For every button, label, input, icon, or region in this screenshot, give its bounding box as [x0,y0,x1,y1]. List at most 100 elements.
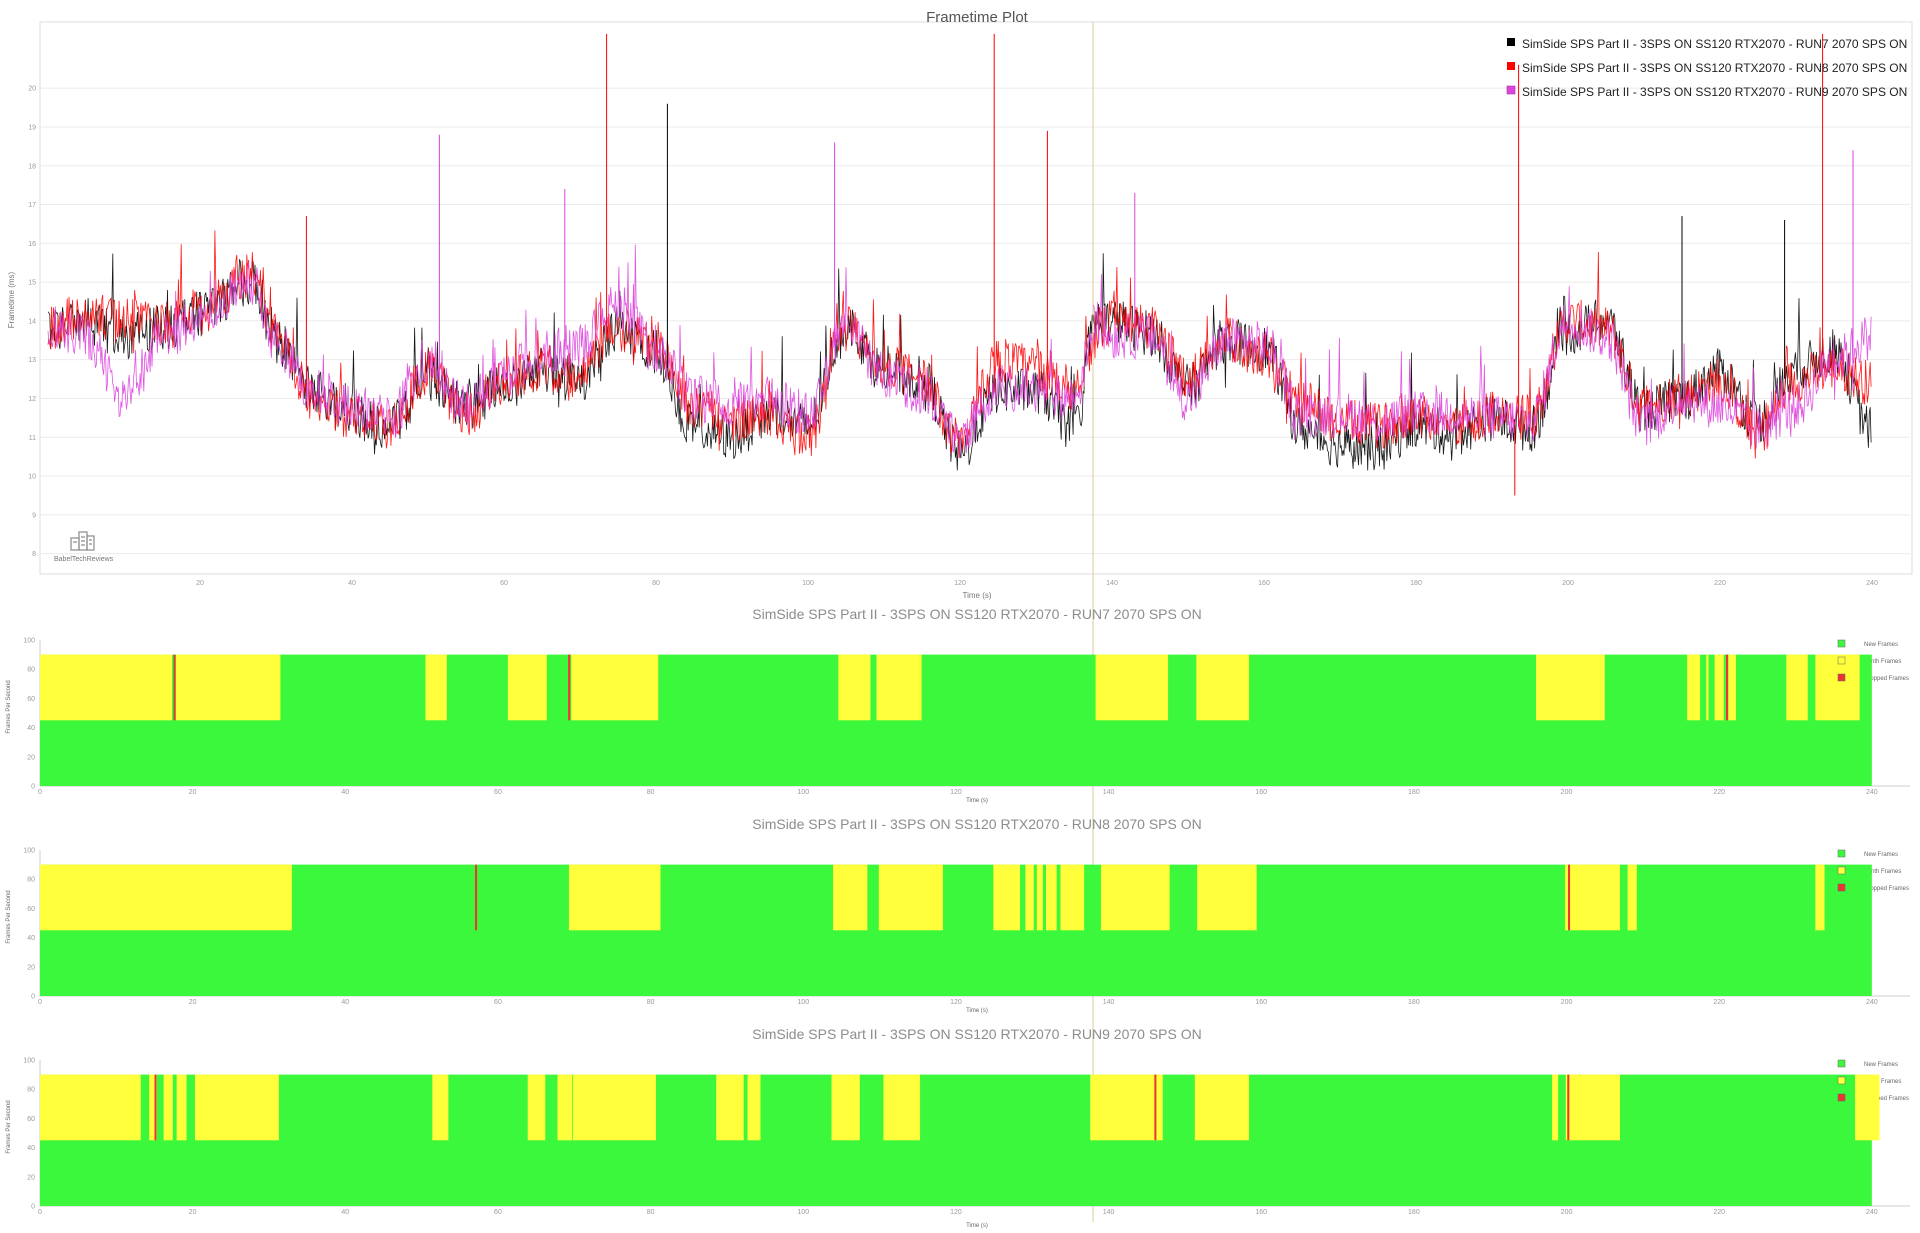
fps-synth-frames-block [716,1074,744,1141]
frametime-plot: 8 9 10 11 12 13 14 15 16 17 18 19 20 20 40 60 80 100 120 1… [7,9,1913,1222]
fps-y-tick-label: 60 [27,696,35,703]
fps-synth-frames-block [571,654,659,721]
frametime-y-tick-label: 16 [28,241,36,248]
legend-run7-swatch [1507,38,1515,46]
fps-synth-frames-block [1855,1074,1880,1141]
fps-x-tick-label: 220 [1713,999,1725,1006]
fps-synth-frames-block [838,654,871,721]
fps-x-tick-label: 160 [1255,1209,1267,1216]
fps-y-tick-label: 0 [31,1204,35,1211]
fps-x-tick-label: 60 [494,789,502,796]
frametime-y-tick-label: 10 [28,474,36,481]
fps-dropped-frame-mark [568,654,571,721]
fps-run9-title: SimSide SPS Part II - 3SPS ON SS120 RTX2… [752,1026,1202,1042]
fps-synth-frames-block [1100,864,1170,931]
frametime-y-tick-label: 19 [28,124,36,131]
fps-x-tick-label: 20 [189,999,197,1006]
fps-synth-frames-block [1095,654,1169,721]
fps-y-tick-label: 40 [27,935,35,942]
frametime-plot-area [39,21,1913,575]
frametime-y-tick-label: 14 [28,318,36,325]
frametime-y-tick-label: 20 [28,86,36,93]
fps-synth-frames-block [1090,1074,1163,1141]
fps-synth-frames-block [1025,864,1034,931]
fps-synth-frames-block [993,864,1021,931]
frametime-y-tick-label: 15 [28,280,36,287]
fps-dropped-frame-mark [475,864,478,931]
fps-x-tick-label: 80 [647,789,655,796]
frametime-y-tick-label: 13 [28,357,36,364]
frametime-y-ticks: 8 9 10 11 12 13 14 15 16 17 18 19 20 [28,86,36,558]
fps-y-tick-label: 20 [27,1174,35,1181]
fps-synth-frames-block [1565,1074,1620,1141]
legend-run8-label: SimSide SPS Part II - 3SPS ON SS120 RTX2… [1522,61,1907,75]
logo-label: BabelTechReviews [54,556,114,563]
fps-y-tick-label: 40 [27,1145,35,1152]
legend-run8-swatch [1507,62,1515,70]
fps-run9-legend-new: New Frames [1864,1062,1898,1068]
fps-legend-dropped-swatch [1837,673,1846,682]
fps-dropped-frame-mark [1726,654,1729,721]
fps-x-tick-label: 20 [189,789,197,796]
fps-synth-frames-block [425,654,447,721]
frametime-x-tick-label: 60 [500,580,508,587]
frametime-plot-title: Frametime Plot [926,9,1029,26]
fps-x-tick-label: 240 [1866,789,1878,796]
fps-legend-new-swatch [1837,1059,1846,1068]
frametime-x-tick-label: 100 [802,580,814,587]
legend-run9-swatch [1506,85,1516,95]
fps-run8-legend-dropped: Dropped Frames [1864,886,1909,892]
fps-synth-frames-block [831,1074,860,1141]
legend-run7-label: SimSide SPS Part II - 3SPS ON SS120 RTX2… [1522,37,1907,51]
fps-x-tick-label: 0 [38,999,42,1006]
fps-synth-frames-block [527,1074,546,1141]
frametime-x-ticks: 20 40 60 80 100 120 140 160 180 200 220 240 [196,580,1878,587]
fps-run9-y-axis-label: Frames Per Second [6,1100,12,1153]
frametime-y-tick-label: 12 [28,396,36,403]
fps-legend-synth-swatch [1837,1076,1846,1085]
fps-synth-frames-block [833,864,868,931]
fps-synth-frames-block [1565,864,1620,931]
fps-x-tick-label: 200 [1561,789,1573,796]
fps-x-tick-label: 40 [341,789,349,796]
fps-x-tick-label: 80 [647,999,655,1006]
fps-synth-frames-block [1536,654,1605,721]
fps-legend-synth-swatch [1837,656,1846,665]
fps-run9-legend-dropped: Dropped Frames [1864,1096,1909,1102]
fps-y-tick-label: 100 [23,638,35,645]
fps-synth-frames-block [176,1074,187,1141]
fps-x-tick-label: 0 [38,789,42,796]
fps-run8-title: SimSide SPS Part II - 3SPS ON SS120 RTX2… [752,816,1202,832]
fps-synth-frames-block [507,654,547,721]
fps-run7-y-axis-label: Frames Per Second [6,680,12,733]
fps-legend-new-swatch [1837,849,1846,858]
frametime-x-axis-label: Time (s) [962,591,991,600]
fps-dropped-frame-mark [1568,864,1571,931]
fps-y-tick-label: 60 [27,1116,35,1123]
fps-y-tick-label: 80 [27,1087,35,1094]
frametime-y-tick-label: 17 [28,202,36,209]
fps-run8-legend-synth: Synth Frames [1864,869,1901,875]
fps-synth-frames-block [1060,864,1085,931]
fps-y-tick-label: 0 [31,784,35,791]
fps-synth-frames-block [1815,864,1825,931]
fps-synth-frames-block [40,864,292,931]
fps-y-tick-label: 80 [27,877,35,884]
fps-run8-y-axis-label: Frames Per Second [6,890,12,943]
fps-x-tick-label: 40 [341,1209,349,1216]
fps-panel-run9: SimSide SPS Part II - 3SPS ON SS120 RTX2… [6,1026,1910,1229]
fps-x-tick-label: 200 [1561,999,1573,1006]
frametime-x-tick-label: 240 [1866,580,1878,587]
fps-x-tick-label: 180 [1408,1209,1420,1216]
fps-synth-frames-block [878,864,943,931]
fps-panel-run8: SimSide SPS Part II - 3SPS ON SS120 RTX2… [6,816,1910,1014]
fps-x-tick-label: 80 [647,1209,655,1216]
fps-synth-frames-block [194,1074,279,1141]
fps-run9-legend-synth: Synth Frames [1864,1079,1901,1085]
frametime-series-group [47,33,1872,496]
babeltech-logo: BabelTechReviews [54,531,114,563]
fps-synth-frames-block [883,1074,921,1141]
frametime-x-tick-label: 160 [1258,580,1270,587]
fps-y-tick-label: 20 [27,964,35,971]
frametime-x-tick-label: 180 [1410,580,1422,587]
